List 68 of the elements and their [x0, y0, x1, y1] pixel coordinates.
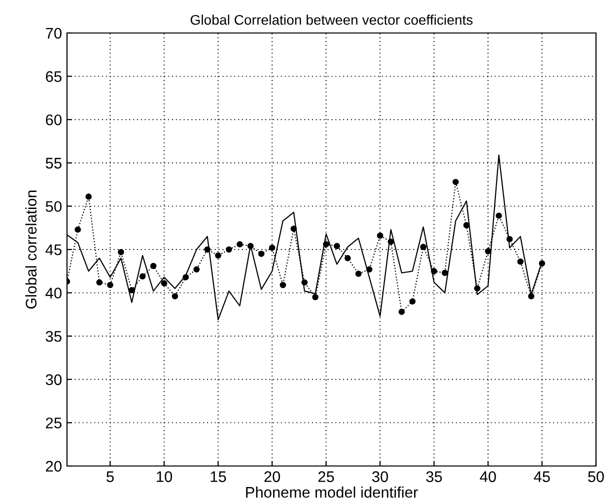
x-tick-label: 45	[534, 471, 550, 482]
point	[442, 270, 448, 276]
point	[301, 279, 308, 286]
point	[474, 285, 480, 292]
x-tick-label: 15	[210, 471, 226, 482]
x-tick-label: 20	[264, 471, 280, 482]
point	[463, 222, 470, 228]
point	[344, 255, 351, 262]
point	[182, 274, 189, 280]
point	[322, 241, 330, 248]
point	[226, 246, 232, 253]
chart-title: Global Correlation between vector coefficients	[190, 14, 473, 25]
x-tick-label: 10	[156, 471, 172, 482]
point	[280, 282, 286, 288]
point	[85, 194, 92, 200]
point	[172, 293, 178, 300]
x-tick-label: 30	[372, 471, 388, 482]
point	[204, 246, 210, 253]
x-tick-label: 50	[588, 471, 604, 482]
point	[236, 241, 243, 248]
point	[139, 273, 146, 280]
point	[538, 260, 546, 266]
x-tick-label: 35	[426, 471, 442, 482]
point	[376, 232, 384, 239]
point	[388, 238, 394, 245]
point	[247, 242, 254, 250]
point	[118, 248, 124, 256]
point	[290, 226, 297, 232]
y-tick-label: 30	[46, 374, 62, 386]
x-axis-title: Phoneme model identifier	[246, 486, 418, 498]
y-tick-label: 55	[46, 158, 62, 169]
point	[215, 252, 222, 259]
point	[268, 244, 276, 251]
point	[528, 293, 534, 300]
point	[409, 298, 416, 305]
y-tick-label: 20	[46, 460, 62, 472]
point	[334, 242, 340, 250]
point	[258, 250, 264, 257]
y-tick-label: 50	[46, 201, 62, 212]
x-tick-label: 40	[480, 471, 496, 482]
y-tick-label: 35	[46, 330, 62, 342]
x-tick-label: 5	[106, 471, 114, 482]
point	[496, 212, 502, 219]
point	[355, 270, 362, 277]
point	[430, 268, 438, 274]
point	[128, 287, 135, 294]
y-tick-label: 25	[46, 418, 62, 428]
y-tick-label: 60	[46, 114, 62, 126]
point	[107, 282, 114, 288]
point	[517, 258, 524, 265]
y-tick-label: 70	[46, 28, 62, 39]
y-axis-title: Global correlation	[25, 190, 37, 309]
y-tick-label: 65	[46, 71, 62, 82]
point	[96, 279, 103, 286]
point	[420, 244, 426, 250]
y-tick-label: 45	[46, 244, 62, 256]
point	[484, 248, 492, 254]
point	[150, 262, 156, 270]
point	[506, 236, 513, 242]
y-tick-label: 40	[46, 288, 62, 298]
point	[161, 280, 168, 286]
point	[312, 294, 318, 300]
x-tick-label: 25	[318, 471, 334, 482]
point	[452, 178, 459, 186]
point	[398, 308, 405, 315]
point	[193, 266, 200, 273]
point	[74, 226, 81, 233]
point	[366, 266, 372, 273]
